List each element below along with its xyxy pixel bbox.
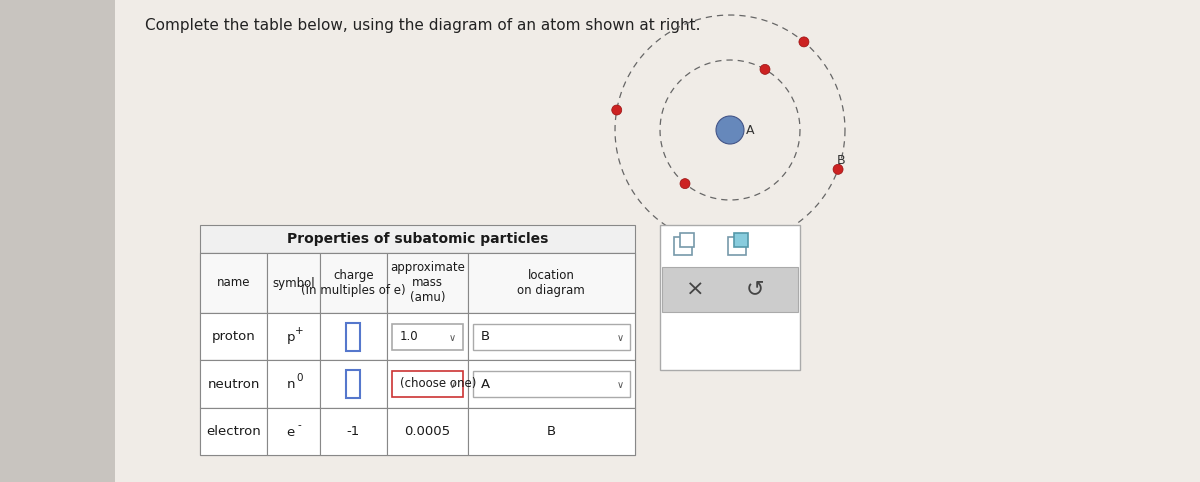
Text: ↺: ↺ [745, 280, 764, 299]
Text: 0.0005: 0.0005 [404, 425, 450, 438]
Text: 0: 0 [296, 373, 302, 383]
Text: p: p [287, 331, 295, 344]
Text: charge
(in multiples of e): charge (in multiples of e) [301, 269, 406, 297]
Text: -1: -1 [347, 425, 360, 438]
Circle shape [716, 116, 744, 144]
Bar [200, 408, 635, 455]
Text: (choose one): (choose one) [400, 377, 476, 390]
Bar [319, 408, 388, 455]
Text: symbol: symbol [272, 277, 314, 290]
Bar [388, 408, 468, 455]
Bar [268, 408, 319, 455]
Bar [200, 253, 635, 313]
Text: ∨: ∨ [617, 380, 624, 390]
Text: e: e [287, 426, 295, 439]
Bar [0, 0, 115, 482]
Text: B: B [838, 153, 846, 166]
Bar [200, 408, 268, 455]
Text: ∨: ∨ [449, 333, 456, 343]
Text: A: A [746, 123, 755, 136]
Bar [468, 313, 635, 361]
Text: Complete the table below, using the diagram of an atom shown at right.: Complete the table below, using the diag… [145, 18, 701, 33]
Text: n: n [287, 378, 295, 391]
Circle shape [736, 240, 745, 250]
Text: ∨: ∨ [617, 333, 624, 343]
Bar [388, 253, 468, 313]
Text: approximate
mass
(amu): approximate mass (amu) [390, 262, 464, 305]
Text: ∨: ∨ [449, 380, 456, 390]
Text: location
on diagram: location on diagram [517, 269, 586, 297]
Bar [473, 371, 630, 397]
Bar [347, 370, 360, 398]
Bar [392, 371, 462, 397]
Bar [268, 361, 319, 408]
Text: B: B [480, 330, 490, 343]
Bar [473, 324, 630, 349]
Bar [660, 225, 800, 370]
Bar [268, 253, 319, 313]
Bar [468, 408, 635, 455]
Text: electron: electron [206, 425, 262, 438]
Bar [734, 233, 748, 247]
Bar [388, 313, 468, 361]
Bar [200, 313, 268, 361]
Text: neutron: neutron [208, 377, 260, 390]
Bar [319, 253, 388, 313]
Bar [680, 233, 694, 247]
Text: 1.0: 1.0 [400, 330, 419, 343]
Bar [200, 313, 635, 361]
Bar [347, 322, 360, 351]
Bar [319, 313, 388, 361]
Circle shape [799, 37, 809, 47]
Bar [468, 253, 635, 313]
Circle shape [760, 65, 770, 74]
Bar [468, 361, 635, 408]
Circle shape [680, 179, 690, 188]
Bar [728, 237, 746, 255]
Circle shape [833, 164, 844, 174]
Text: A: A [480, 377, 490, 390]
Text: name: name [217, 277, 251, 290]
Bar [200, 253, 268, 313]
Bar [268, 313, 319, 361]
Text: -: - [298, 420, 301, 430]
Bar [392, 324, 462, 349]
Bar [319, 361, 388, 408]
Bar [388, 361, 468, 408]
Bar [662, 267, 798, 312]
Text: ×: × [685, 280, 704, 299]
Bar [674, 237, 692, 255]
Text: +: + [295, 326, 304, 335]
Text: B: B [547, 425, 556, 438]
Text: Properties of subatomic particles: Properties of subatomic particles [287, 232, 548, 246]
Bar [200, 361, 268, 408]
Circle shape [612, 105, 622, 115]
Bar [200, 225, 635, 253]
Bar [200, 361, 635, 408]
Text: proton: proton [212, 330, 256, 343]
